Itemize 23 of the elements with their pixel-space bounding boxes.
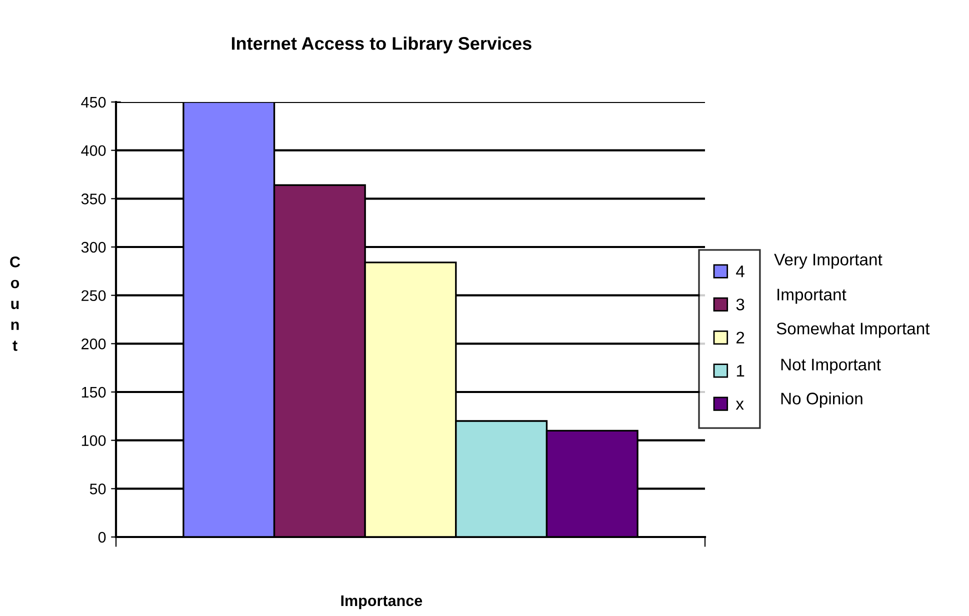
legend-label: 1 [736, 365, 744, 376]
legend-label: x [736, 400, 744, 410]
y-axis-title: Count [10, 256, 20, 351]
y-tick-label: 100 [82, 435, 106, 446]
y-tick-label: 250 [82, 290, 106, 302]
legend-label: 4 [736, 266, 744, 278]
y-tick-label: 300 [81, 242, 106, 253]
x-axis-title: Importance [341, 595, 422, 610]
y-tick-label: 200 [82, 338, 106, 350]
y-tick-label: 50 [90, 484, 106, 494]
legend-label: 3 [736, 298, 744, 310]
y-tick-label: 350 [81, 194, 106, 204]
text: Not Important [781, 358, 881, 374]
y-tick-label: 400 [81, 145, 106, 156]
y-tick-label: 0 [98, 532, 106, 543]
chart-title: Internet Access to Library Services [232, 36, 532, 54]
text: No Opinion [781, 392, 862, 408]
text: Important [778, 288, 846, 304]
text: Very Important [774, 254, 882, 269]
legend-label: 2 [736, 332, 744, 344]
text: Somewhat Important [776, 322, 930, 338]
y-tick-label: 150 [82, 386, 106, 398]
y-tick-label: 450 [81, 96, 106, 108]
